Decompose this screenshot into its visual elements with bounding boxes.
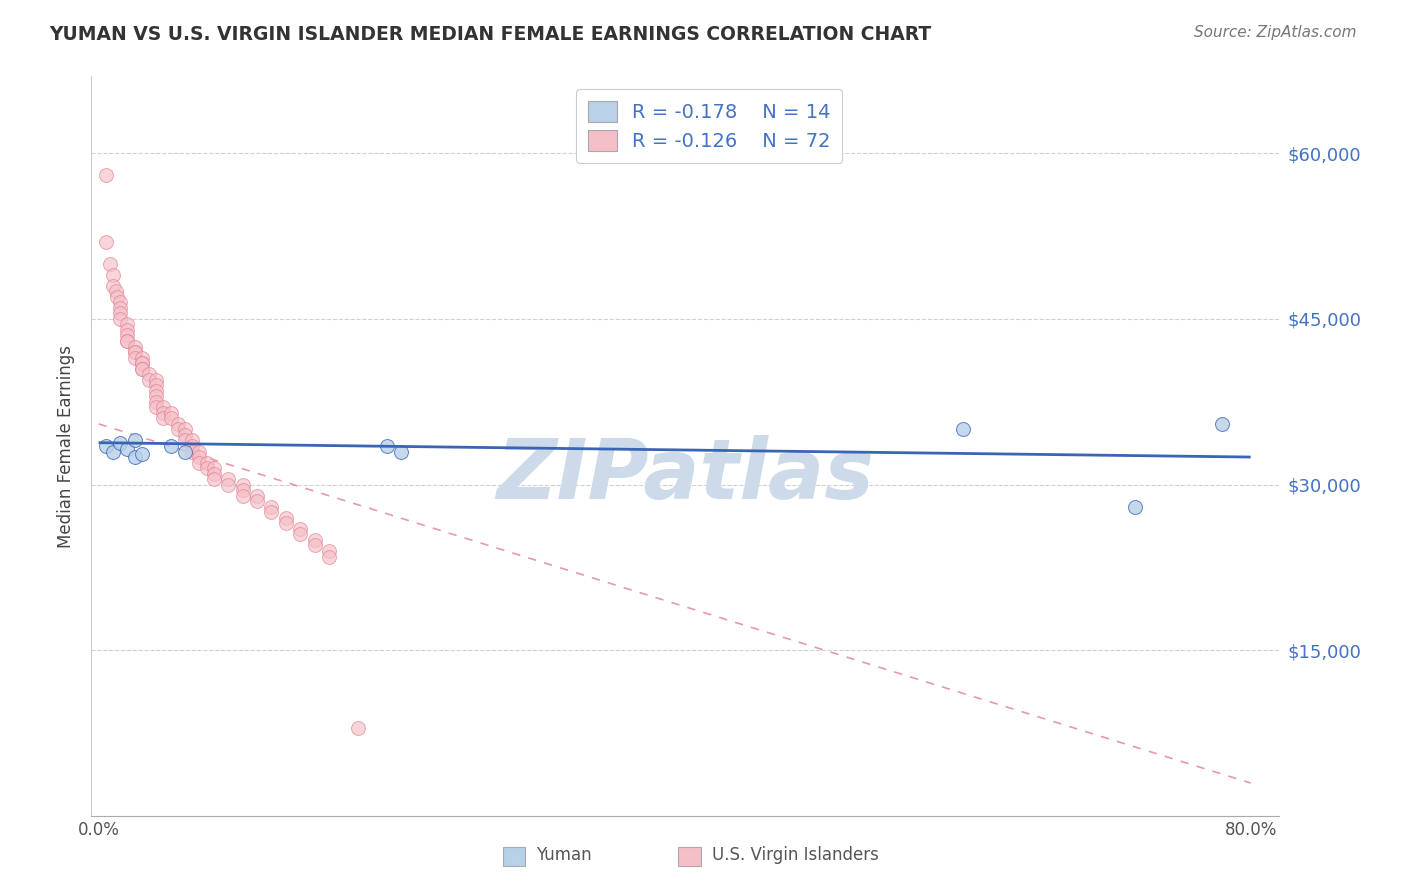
Point: [202, 461, 225, 475]
Point: [1125, 500, 1147, 514]
Point: [104, 285, 127, 299]
Point: [181, 444, 204, 458]
Point: [174, 422, 197, 436]
Point: [124, 345, 146, 359]
Point: [108, 295, 131, 310]
Point: [152, 411, 174, 425]
Y-axis label: Median Female Earnings: Median Female Earnings: [58, 344, 76, 548]
Point: [124, 351, 146, 365]
Point: [105, 290, 128, 304]
Point: [159, 411, 181, 425]
Point: [159, 406, 181, 420]
Point: [304, 538, 326, 552]
Point: [389, 444, 412, 458]
Point: [346, 721, 368, 735]
Point: [217, 477, 239, 491]
Point: [108, 312, 131, 326]
Point: [166, 422, 188, 436]
Point: [145, 401, 167, 415]
Point: [188, 450, 211, 464]
Point: [232, 477, 254, 491]
Point: [318, 544, 340, 558]
Point: [124, 450, 146, 464]
Text: Yuman: Yuman: [536, 846, 592, 863]
Point: [260, 500, 283, 514]
Point: [274, 516, 297, 531]
Point: [145, 389, 167, 403]
Point: [195, 461, 218, 475]
Text: Source: ZipAtlas.com: Source: ZipAtlas.com: [1194, 25, 1357, 40]
Point: [117, 334, 139, 348]
Point: [174, 444, 197, 458]
Point: [202, 467, 225, 481]
Point: [117, 328, 139, 343]
Point: [101, 444, 124, 458]
Text: YUMAN VS U.S. VIRGIN ISLANDER MEDIAN FEMALE EARNINGS CORRELATION CHART: YUMAN VS U.S. VIRGIN ISLANDER MEDIAN FEM…: [49, 25, 931, 44]
Point: [232, 489, 254, 503]
Point: [117, 318, 139, 332]
Point: [159, 439, 181, 453]
Point: [145, 373, 167, 387]
Point: [290, 522, 312, 536]
Point: [202, 472, 225, 486]
Point: [124, 340, 146, 354]
Legend: R = -0.178    N = 14, R = -0.126    N = 72: R = -0.178 N = 14, R = -0.126 N = 72: [576, 89, 842, 162]
Point: [94, 235, 117, 249]
Point: [188, 444, 211, 458]
Point: [181, 439, 204, 453]
Point: [195, 456, 218, 470]
Point: [952, 422, 974, 436]
Point: [101, 278, 124, 293]
Point: [131, 361, 153, 376]
Point: [166, 417, 188, 431]
Point: [1211, 417, 1233, 431]
Point: [131, 351, 153, 365]
Point: [131, 447, 153, 461]
Point: [290, 527, 312, 541]
Point: [232, 483, 254, 498]
Point: [98, 257, 121, 271]
Point: [138, 373, 160, 387]
Point: [174, 428, 197, 442]
Point: [108, 435, 131, 450]
Point: [246, 489, 269, 503]
Point: [260, 505, 283, 519]
Point: [274, 511, 297, 525]
Point: [117, 442, 139, 457]
Point: [108, 301, 131, 315]
Point: [138, 367, 160, 381]
Point: [101, 268, 124, 282]
Point: [145, 378, 167, 392]
Point: [152, 406, 174, 420]
Point: [318, 549, 340, 564]
Point: [117, 323, 139, 337]
Point: [131, 361, 153, 376]
Point: [145, 394, 167, 409]
Point: [108, 306, 131, 320]
Point: [124, 434, 146, 448]
Point: [131, 356, 153, 370]
Point: [246, 494, 269, 508]
Point: [131, 356, 153, 370]
Point: [188, 456, 211, 470]
Point: [217, 472, 239, 486]
Point: [304, 533, 326, 547]
Point: [117, 334, 139, 348]
Text: ZIPatlas: ZIPatlas: [496, 435, 875, 516]
Point: [152, 401, 174, 415]
Point: [94, 168, 117, 182]
Point: [94, 439, 117, 453]
Point: [174, 434, 197, 448]
Point: [375, 439, 398, 453]
Point: [181, 434, 204, 448]
Text: U.S. Virgin Islanders: U.S. Virgin Islanders: [711, 846, 879, 863]
Point: [124, 345, 146, 359]
Point: [145, 384, 167, 398]
